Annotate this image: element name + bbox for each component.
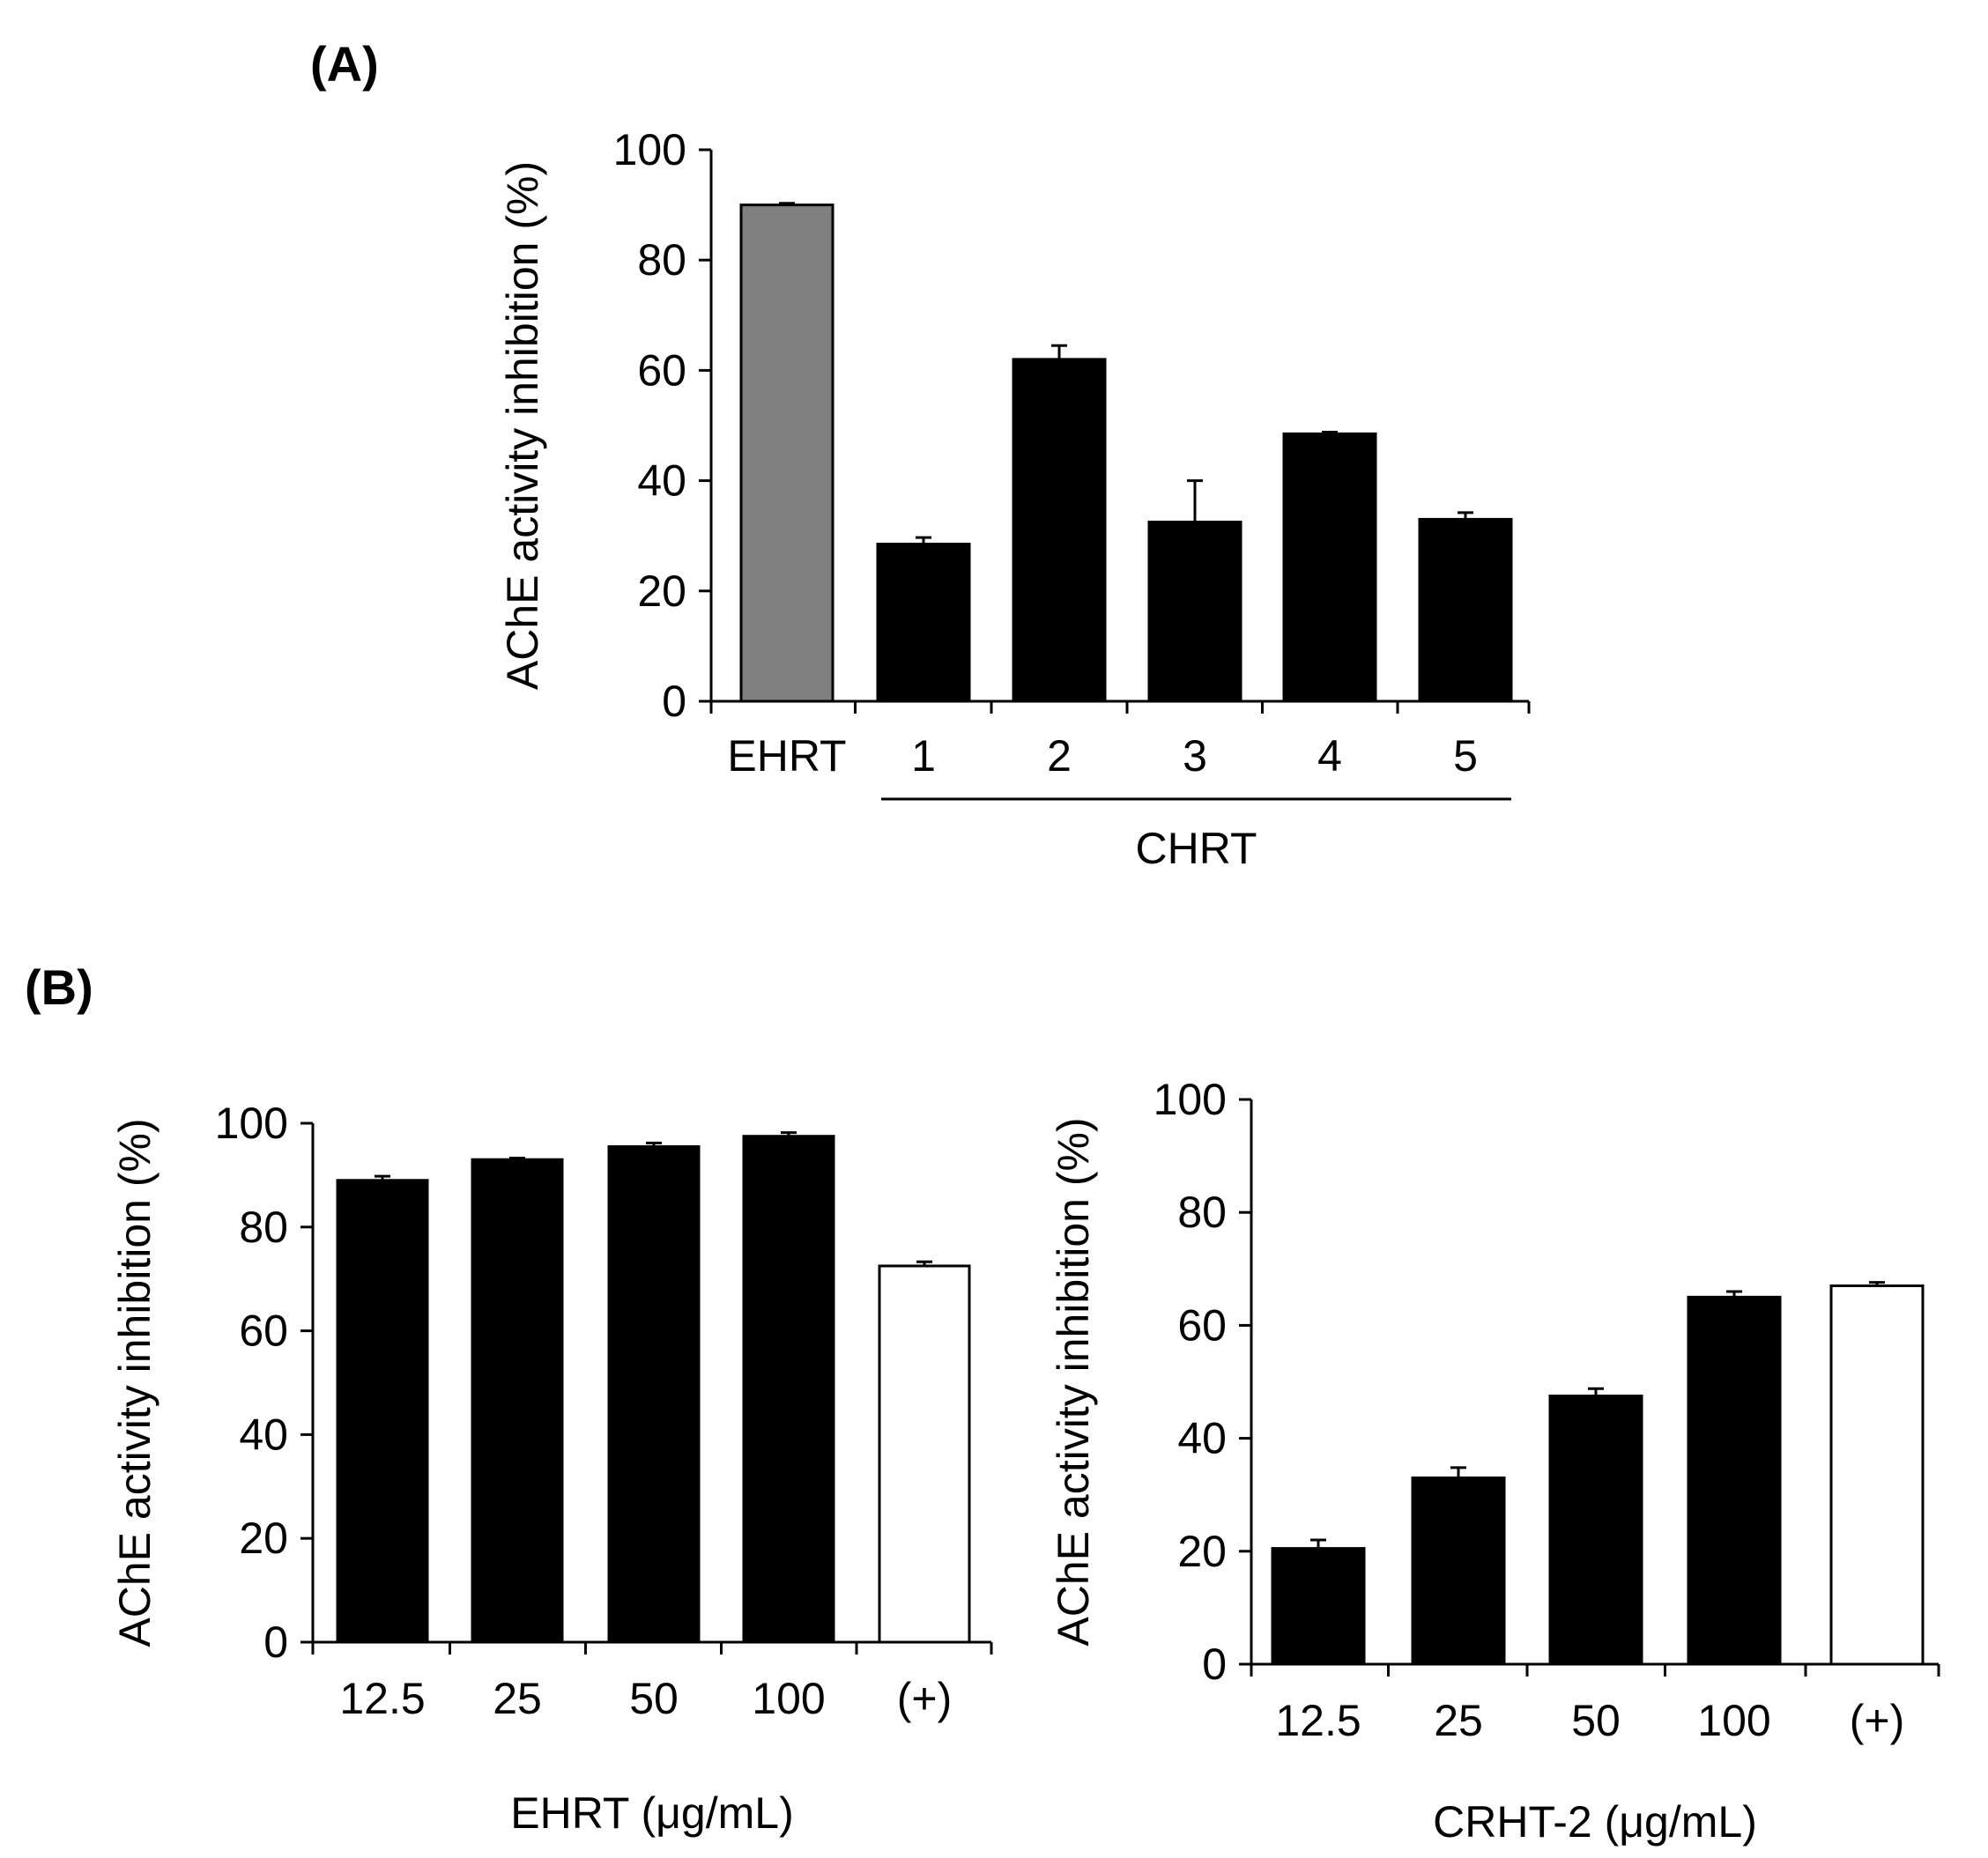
x-tick-label: 100: [1697, 1696, 1770, 1745]
x-tick-label: EHRT: [727, 731, 846, 781]
bar-5: [1418, 517, 1513, 703]
chart-b-ehrt: 0 20 40 60 80 100 12.5 25 50 100 (+) AChE activity …: [110, 1099, 993, 1838]
y-tick-label: 100: [613, 125, 686, 174]
y-axis-title: AChE activity inhibition (%): [1049, 1117, 1098, 1646]
y-tick-label: 40: [239, 1410, 288, 1459]
bar-1: [876, 543, 971, 703]
y-tick-label: 0: [1202, 1640, 1227, 1689]
y-tick-label: 60: [239, 1307, 288, 1356]
bar-25: [471, 1158, 564, 1644]
bar-100: [742, 1135, 835, 1644]
y-axis-title: AChE activity inhibition (%): [498, 161, 547, 690]
x-tick-label: 25: [1434, 1696, 1483, 1745]
bar-12.5: [1271, 1547, 1366, 1666]
bar-4: [1282, 432, 1377, 703]
bar-100: [1687, 1295, 1782, 1666]
x-tick-label: 12.5: [339, 1674, 425, 1723]
y-tick-label: 80: [1177, 1188, 1227, 1237]
bar-50: [1548, 1395, 1643, 1666]
y-tick-label: 20: [1177, 1527, 1227, 1576]
bar-(+): [878, 1264, 971, 1644]
x-tick-label: 25: [493, 1674, 542, 1723]
bar-2: [1012, 358, 1107, 703]
y-axis-title: AChE activity inhibition (%): [110, 1118, 159, 1647]
y-tick-label: 80: [239, 1203, 288, 1252]
x-tick-label: 5: [1453, 731, 1478, 781]
bar-50: [607, 1145, 701, 1644]
x-tick-label: 4: [1317, 731, 1342, 781]
y-tick-label: 40: [1177, 1414, 1227, 1463]
y-tick-label: 60: [637, 345, 686, 395]
x-tick-label: 100: [752, 1674, 825, 1723]
y-tick-label: 60: [1177, 1300, 1227, 1350]
bar-12.5: [336, 1179, 429, 1644]
panel-label-b: (B): [25, 959, 93, 1015]
x-tick-label: 3: [1183, 731, 1207, 781]
y-tick-label: 40: [637, 456, 686, 506]
chart-b-crht2: 0 20 40 60 80 100 12.5 25 50 100 (+) AChE activity …: [1049, 1075, 1940, 1847]
y-tick-label: 100: [1153, 1075, 1227, 1124]
chart-a: 0 20 40 60 80 100 EHRT 1 2 3 4 5 AChE activity inhib…: [498, 125, 1531, 873]
bar-3: [1147, 521, 1242, 703]
y-tick-label: 0: [263, 1617, 288, 1667]
panel-label-a: (A): [310, 36, 379, 92]
x-axis-title: EHRT (μg/mL): [510, 1788, 793, 1838]
x-tick-label: (+): [1850, 1696, 1905, 1745]
y-tick-label: 100: [215, 1099, 288, 1148]
x-tick-label: 50: [629, 1674, 679, 1723]
x-tick-label: 2: [1047, 731, 1072, 781]
x-axis-title: CRHT-2 (μg/mL): [1433, 1797, 1757, 1847]
bar-(+): [1829, 1284, 1925, 1666]
y-tick-label: 0: [662, 677, 686, 726]
group-label: CHRT: [1136, 824, 1257, 873]
y-tick-label: 80: [637, 235, 686, 285]
y-tick-label: 20: [637, 566, 686, 616]
x-tick-label: 1: [911, 731, 936, 781]
bar-EHRT: [739, 204, 835, 703]
x-tick-label: 12.5: [1275, 1696, 1361, 1745]
y-tick-label: 20: [239, 1514, 288, 1563]
x-tick-label: 50: [1571, 1696, 1621, 1745]
bar-25: [1411, 1476, 1506, 1666]
x-tick-label: (+): [897, 1674, 953, 1723]
